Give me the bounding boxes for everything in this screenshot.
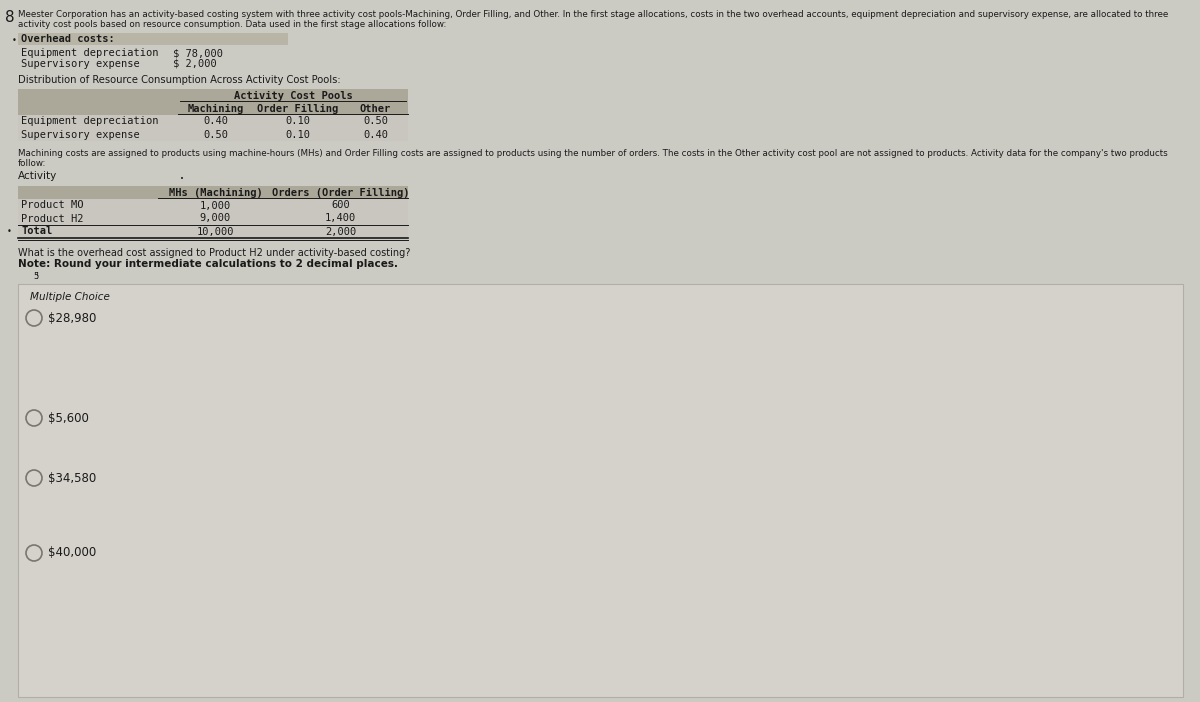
- Text: What is the overhead cost assigned to Product H2 under activity-based costing?: What is the overhead cost assigned to Pr…: [18, 248, 410, 258]
- Text: Other: Other: [360, 103, 391, 114]
- Text: follow:: follow:: [18, 159, 47, 168]
- FancyBboxPatch shape: [18, 128, 408, 141]
- Text: Distribution of Resource Consumption Across Activity Cost Pools:: Distribution of Resource Consumption Acr…: [18, 75, 341, 85]
- Text: 1,400: 1,400: [325, 213, 356, 223]
- FancyBboxPatch shape: [18, 102, 178, 115]
- Text: activity cost pools based on resource consumption. Data used in the first stage : activity cost pools based on resource co…: [18, 20, 446, 29]
- Text: Product H2: Product H2: [22, 213, 84, 223]
- Text: 8: 8: [5, 11, 14, 25]
- Text: 2,000: 2,000: [325, 227, 356, 237]
- Text: 0.40: 0.40: [364, 129, 388, 140]
- Circle shape: [26, 410, 42, 426]
- Text: 5: 5: [34, 272, 38, 281]
- Text: Machining costs are assigned to products using machine-hours (MHs) and Order Fil: Machining costs are assigned to products…: [18, 149, 1168, 158]
- Text: 0.50: 0.50: [203, 129, 228, 140]
- Text: $34,580: $34,580: [48, 472, 96, 484]
- Text: !: !: [36, 272, 40, 281]
- Text: $5,600: $5,600: [48, 411, 89, 425]
- Text: 0.50: 0.50: [364, 117, 388, 126]
- Text: Equipment depreciation: Equipment depreciation: [22, 117, 158, 126]
- Text: 0.10: 0.10: [286, 129, 311, 140]
- Circle shape: [26, 470, 42, 486]
- Text: •: •: [7, 227, 12, 236]
- Text: Activity: Activity: [18, 171, 58, 181]
- Text: 600: 600: [331, 201, 350, 211]
- Text: 9,000: 9,000: [200, 213, 232, 223]
- Text: Multiple Choice: Multiple Choice: [30, 292, 110, 302]
- FancyBboxPatch shape: [178, 102, 253, 115]
- Text: $40,000: $40,000: [48, 546, 96, 559]
- Circle shape: [26, 545, 42, 561]
- Text: Activity Cost Pools: Activity Cost Pools: [234, 91, 353, 100]
- Text: Order Filling: Order Filling: [257, 103, 338, 114]
- FancyBboxPatch shape: [18, 186, 408, 199]
- Text: 0.10: 0.10: [286, 117, 311, 126]
- Text: Orders (Order Filling): Orders (Order Filling): [271, 187, 409, 197]
- FancyBboxPatch shape: [18, 199, 408, 212]
- Text: Supervisory expense: Supervisory expense: [22, 59, 139, 69]
- Text: Total: Total: [22, 227, 53, 237]
- Text: $ 78,000: $ 78,000: [173, 48, 223, 58]
- Text: •: •: [12, 36, 17, 45]
- Text: $28,980: $28,980: [48, 312, 96, 324]
- FancyBboxPatch shape: [18, 284, 1183, 697]
- Text: MHs (Machining): MHs (Machining): [169, 187, 263, 197]
- FancyBboxPatch shape: [18, 212, 408, 225]
- Text: Note: Round your intermediate calculations to 2 decimal places.: Note: Round your intermediate calculatio…: [18, 259, 398, 269]
- Text: 0.40: 0.40: [203, 117, 228, 126]
- Text: •: •: [180, 176, 184, 182]
- Text: $ 2,000: $ 2,000: [173, 59, 217, 69]
- Text: Supervisory expense: Supervisory expense: [22, 129, 139, 140]
- Text: 1,000: 1,000: [200, 201, 232, 211]
- Circle shape: [26, 310, 42, 326]
- FancyBboxPatch shape: [253, 102, 343, 115]
- FancyBboxPatch shape: [18, 33, 288, 45]
- FancyBboxPatch shape: [178, 89, 408, 102]
- Text: 10,000: 10,000: [197, 227, 234, 237]
- FancyBboxPatch shape: [18, 115, 408, 128]
- Text: Overhead costs:: Overhead costs:: [22, 34, 115, 44]
- Text: Machining: Machining: [187, 103, 244, 114]
- Text: Meester Corporation has an activity-based costing system with three activity cos: Meester Corporation has an activity-base…: [18, 10, 1169, 19]
- FancyBboxPatch shape: [18, 225, 408, 238]
- Text: Product MO: Product MO: [22, 201, 84, 211]
- Text: Equipment depreciation: Equipment depreciation: [22, 48, 158, 58]
- FancyBboxPatch shape: [18, 89, 178, 102]
- FancyBboxPatch shape: [343, 102, 408, 115]
